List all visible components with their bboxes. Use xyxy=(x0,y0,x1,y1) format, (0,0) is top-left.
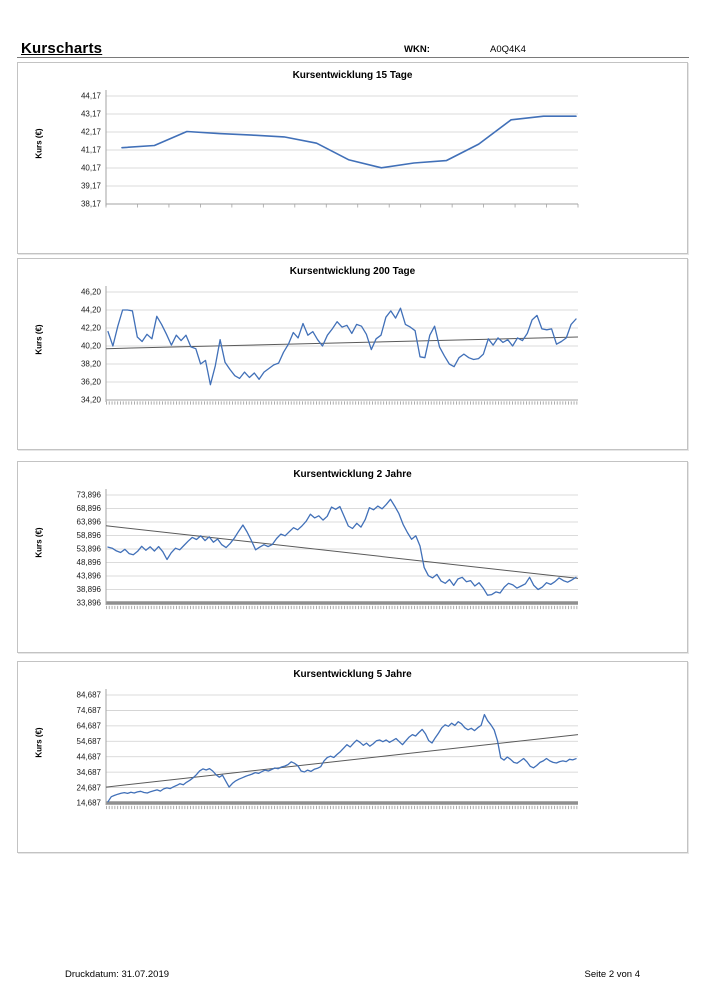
price-series-line xyxy=(107,307,577,386)
y-tick-label: 53,896 xyxy=(77,545,102,554)
y-tick-label: 73,896 xyxy=(77,491,102,500)
y-tick-label: 64,687 xyxy=(77,722,102,731)
y-tick-label: 43,17 xyxy=(81,110,102,119)
line-chart-15-tage: 44,17 43,17 42,17 41,17 40,17 39,17 38,17 xyxy=(81,90,579,209)
line-chart-200-tage: 46,20 44,20 42,20 40,20 38,20 36,20 34,20 xyxy=(81,286,579,405)
y-axis-label: Kurs (€) xyxy=(34,324,44,355)
line-chart-5-jahre: 84,687 74,687 64,687 54,687 44,687 34,687 24,6… xyxy=(77,689,579,810)
y-tick-label: 54,687 xyxy=(77,737,102,746)
y-tick-label: 74,687 xyxy=(77,706,102,715)
y-tick-label: 24,687 xyxy=(77,783,102,792)
y-tick-label: 44,17 xyxy=(81,92,102,101)
y-tick-label: 36,20 xyxy=(81,378,102,387)
trend-line xyxy=(105,525,579,579)
y-tick-label: 84,687 xyxy=(77,691,102,700)
y-tick-label: 38,896 xyxy=(77,585,102,594)
chart-box-5-jahre: Kursentwicklung 5 Jahre Kurs (€) 84,687 7… xyxy=(17,661,688,853)
page-title: Kurscharts xyxy=(21,40,103,57)
chart-box-200-tage: Kursentwicklung 200 Tage Kurs (€) 46,20 4… xyxy=(17,258,688,450)
y-tick-label: 42,20 xyxy=(81,324,102,333)
y-axis-label: Kurs (€) xyxy=(34,727,44,758)
y-tick-label: 33,896 xyxy=(77,599,102,608)
print-date: Druckdatum: 31.07.2019 xyxy=(65,969,170,980)
chart-box-15-tage: Kursentwicklung 15 Tage Kurs (€) 44,17 43… xyxy=(17,62,688,254)
line-chart-2-jahre: 73,896 68,896 63,896 58,896 53,896 48,896 43,8… xyxy=(77,489,579,610)
page-number: Seite 2 von 4 xyxy=(584,969,640,980)
y-tick-label: 34,687 xyxy=(77,768,102,777)
y-tick-label: 38,17 xyxy=(81,200,102,209)
wkn-label: WKN: xyxy=(404,44,430,55)
y-axis-label: Kurs (€) xyxy=(34,128,44,159)
y-tick-label: 48,896 xyxy=(77,558,102,567)
y-tick-label: 40,17 xyxy=(81,164,102,173)
price-series-line xyxy=(107,713,577,803)
y-tick-label: 42,17 xyxy=(81,128,102,137)
chart-title: Kursentwicklung 200 Tage xyxy=(289,266,416,277)
y-tick-label: 38,20 xyxy=(81,360,102,369)
y-tick-label: 58,896 xyxy=(77,531,102,540)
y-tick-label: 46,20 xyxy=(81,288,102,297)
y-tick-label: 40,20 xyxy=(81,342,102,351)
y-tick-label: 63,896 xyxy=(77,518,102,527)
chart-title: Kursentwicklung 2 Jahre xyxy=(293,469,412,480)
price-series-line xyxy=(107,498,577,596)
y-tick-label: 43,896 xyxy=(77,572,102,581)
y-tick-label: 14,687 xyxy=(77,799,102,808)
y-tick-label: 39,17 xyxy=(81,182,102,191)
y-tick-label: 34,20 xyxy=(81,396,102,405)
y-tick-label: 68,896 xyxy=(77,504,102,513)
trend-line xyxy=(105,336,579,350)
y-tick-label: 41,17 xyxy=(81,146,102,155)
chart-title: Kursentwicklung 5 Jahre xyxy=(293,669,412,680)
header-divider xyxy=(17,57,689,58)
y-axis-label: Kurs (€) xyxy=(34,527,44,558)
y-tick-label: 44,687 xyxy=(77,752,102,761)
price-series-line xyxy=(121,115,577,169)
trend-line xyxy=(105,734,579,788)
y-tick-label: 44,20 xyxy=(81,306,102,315)
chart-title: Kursentwicklung 15 Tage xyxy=(292,70,413,81)
wkn-value: A0Q4K4 xyxy=(490,44,526,55)
chart-box-2-jahre: Kursentwicklung 2 Jahre Kurs (€) 73,896 6… xyxy=(17,461,688,653)
